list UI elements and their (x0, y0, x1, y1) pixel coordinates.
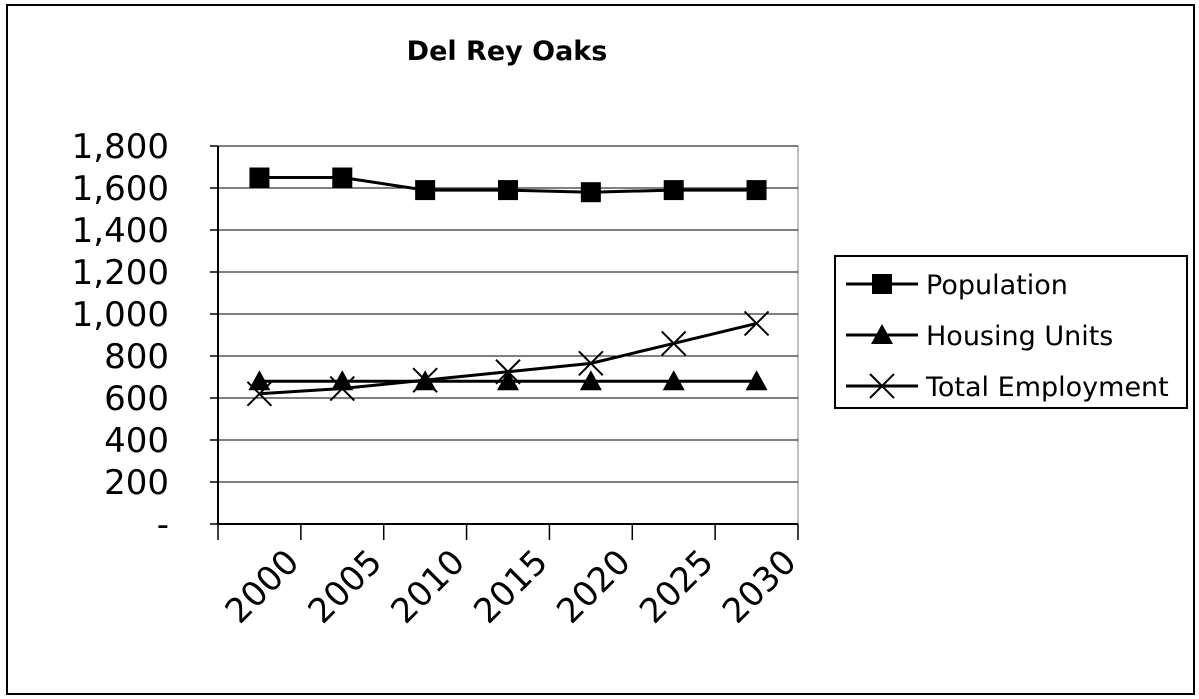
data-point-total-employment (495, 359, 521, 385)
marker-stroke (869, 373, 895, 399)
legend: Population Housing Units Total Employment (834, 255, 1188, 409)
data-point-population (746, 180, 767, 201)
legend-marker-housing-units (871, 324, 893, 344)
y-tick-label: 1,800 (72, 127, 169, 167)
gridlines (218, 145, 798, 483)
plot-area (217, 145, 799, 525)
chart-title: Del Rey Oaks (407, 36, 608, 67)
legend-marker-population (872, 274, 892, 294)
data-point-housing-units (662, 370, 685, 391)
legend-marker-total-employment (869, 373, 895, 399)
marker-stroke (495, 359, 521, 385)
marker-stroke (661, 330, 687, 357)
y-tick-label: 400 (104, 421, 169, 461)
data-point-population (332, 167, 353, 188)
data-point-population (415, 180, 436, 201)
data-point-population (498, 180, 518, 201)
data-point-housing-units (579, 370, 602, 391)
y-tick-label: 200 (104, 463, 169, 503)
data-point-housing-units (331, 370, 354, 391)
marker-stroke (743, 310, 770, 337)
legend-label-population: Population (926, 270, 1068, 301)
data-point-total-employment (329, 375, 355, 402)
y-tick-label: 1,600 (72, 169, 169, 209)
data-point-housing-units (497, 370, 519, 391)
y-tick-label: 1,400 (72, 211, 169, 251)
data-point-housing-units (248, 370, 271, 391)
data-point-total-employment (743, 310, 770, 337)
y-tick-label: 1,000 (72, 295, 169, 335)
marker-stroke (578, 350, 604, 377)
x-tick-label: 2005 (301, 542, 390, 631)
data-point-total-employment (412, 367, 438, 393)
data-point-population (663, 180, 684, 201)
marker-stroke (329, 375, 355, 402)
x-tick-label: 2010 (383, 542, 472, 631)
marker-stroke (246, 381, 273, 407)
x-tick-label: 2030 (715, 542, 804, 631)
y-tick-label: - (157, 505, 169, 545)
series-markers (246, 167, 770, 407)
y-tick-label: 800 (104, 337, 169, 377)
legend-box (834, 255, 1188, 409)
x-tick-label: 2025 (632, 542, 721, 631)
data-point-total-employment (578, 350, 604, 377)
data-point-total-employment (661, 330, 687, 357)
data-point-housing-units (745, 370, 768, 391)
data-point-population (580, 182, 601, 203)
data-point-population (249, 167, 270, 188)
y-tick-label: 1,200 (72, 253, 169, 293)
x-tick-label: 2020 (549, 542, 638, 631)
x-tick-label: 2015 (466, 542, 555, 631)
marker-stroke (412, 367, 438, 393)
y-tick-label: 600 (104, 379, 169, 419)
data-point-total-employment (246, 381, 273, 407)
legend-label-total-employment: Total Employment (925, 372, 1169, 403)
x-tick-label: 2000 (218, 542, 307, 631)
legend-label-housing-units: Housing Units (926, 321, 1113, 352)
